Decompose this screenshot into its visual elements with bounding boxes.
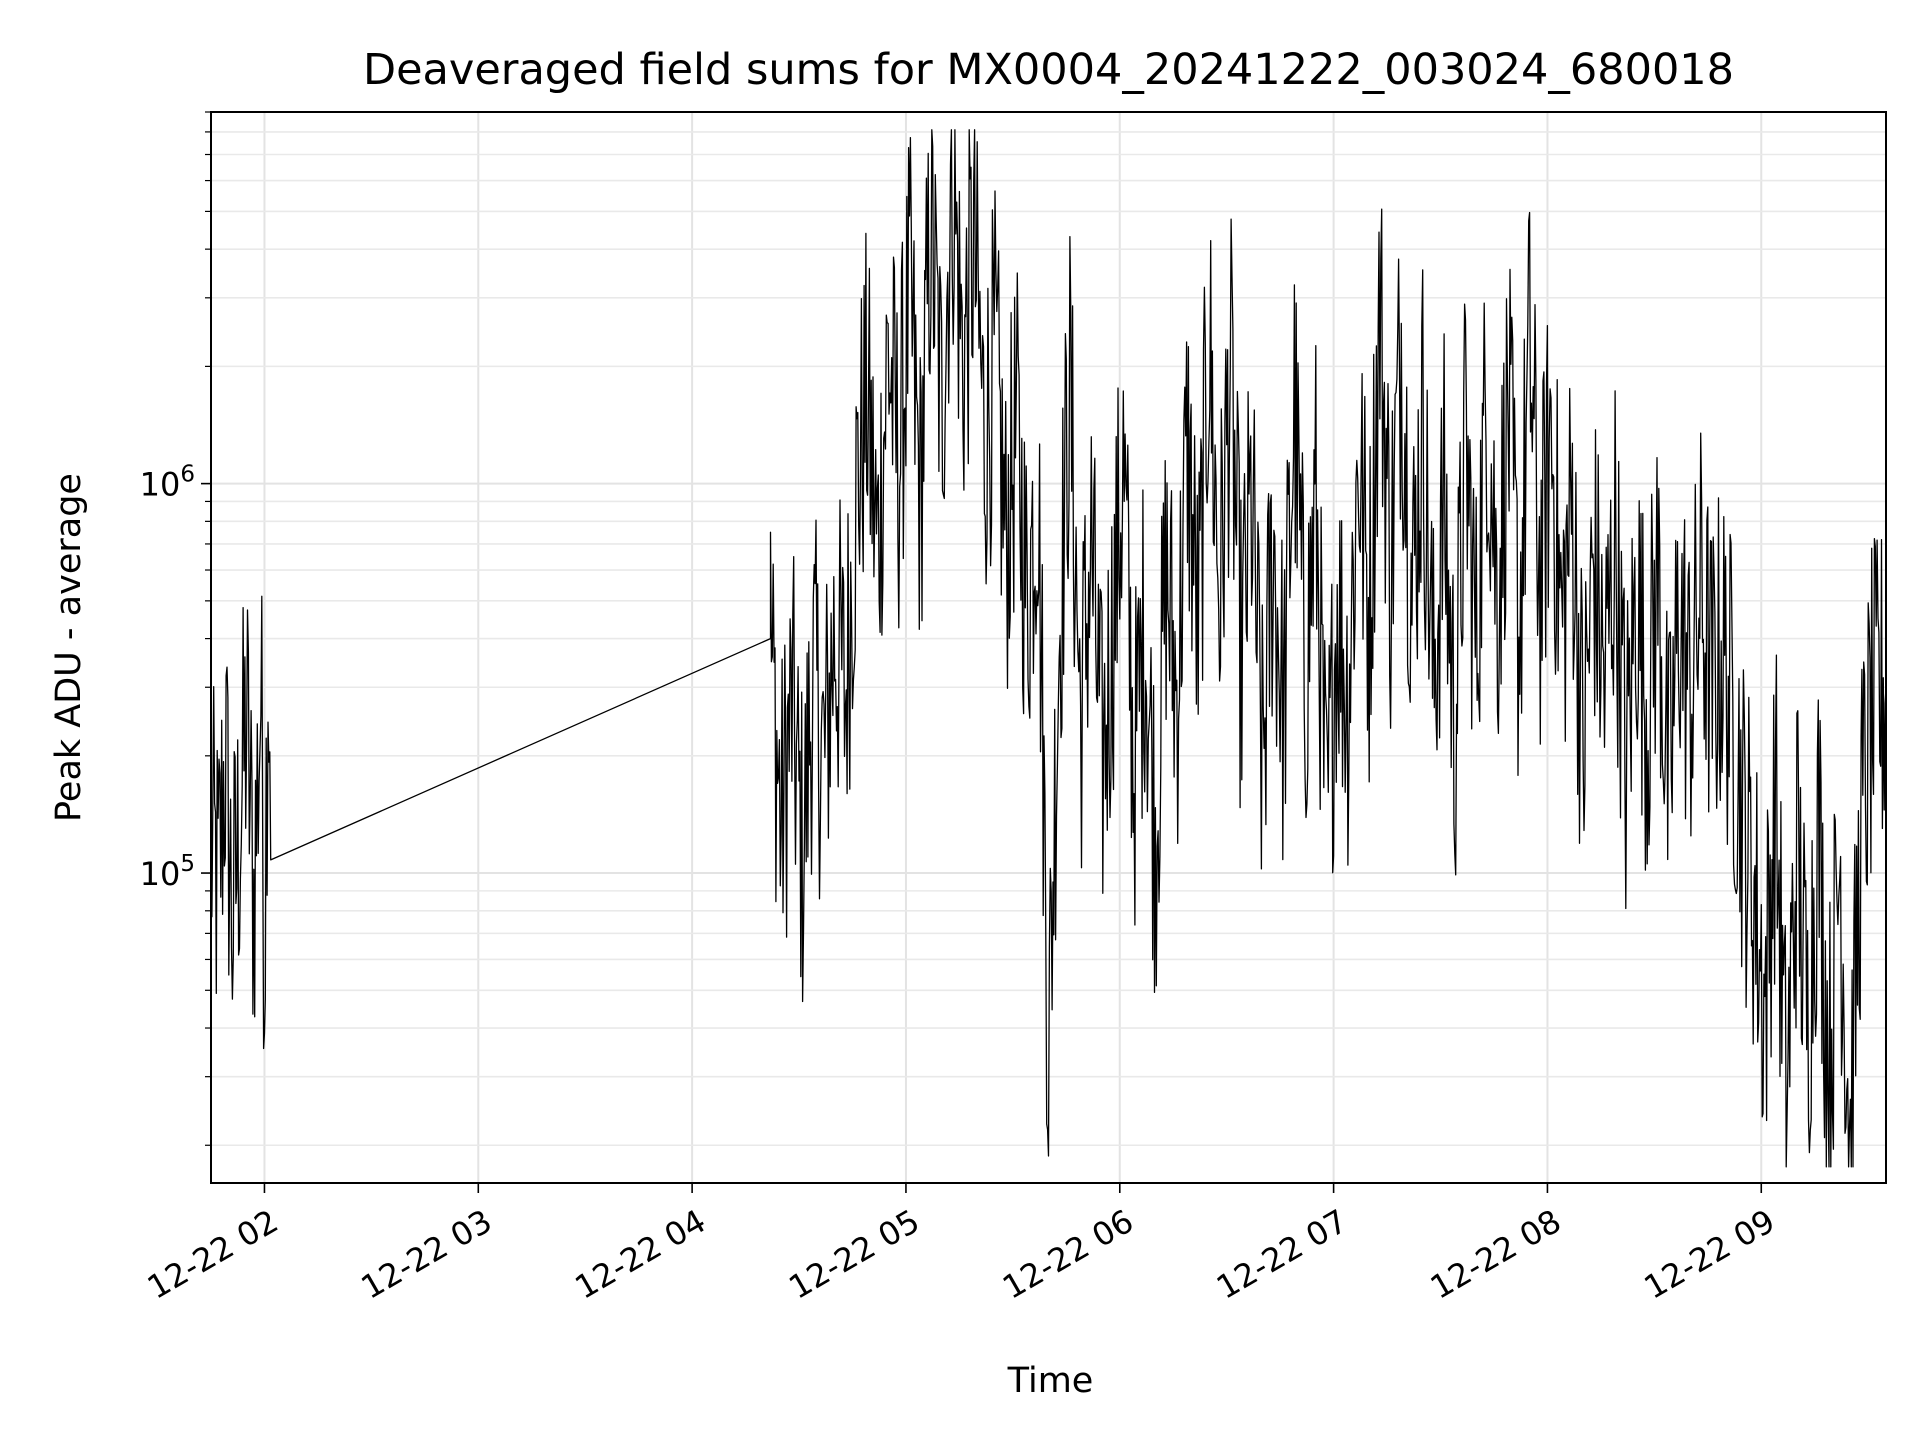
y-tick-label: 106	[140, 462, 195, 504]
x-tick-label: 12-22 08	[1424, 1202, 1568, 1307]
x-tick-label: 12-22 09	[1638, 1202, 1782, 1307]
series-layer	[210, 129, 1887, 1168]
x-axis-label: Time	[1007, 1361, 1094, 1401]
y-axis-label: Peak ADU - average	[49, 473, 89, 822]
y-tick-label: 105	[140, 851, 195, 893]
x-tick-label: 12-22 07	[1210, 1202, 1354, 1307]
x-tick-label: 12-22 05	[782, 1202, 926, 1307]
plot-frame	[210, 111, 1887, 1184]
chart-title: Deaveraged field sums for MX0004_2024122…	[363, 45, 1734, 95]
x-tick-label: 12-22 06	[996, 1202, 1140, 1307]
x-tick-label: 12-22 04	[569, 1202, 713, 1307]
x-tick-label: 12-22 03	[355, 1202, 499, 1307]
grid-lines	[211, 111, 1886, 1183]
series-line	[210, 129, 1887, 1168]
x-tick-label: 12-22 02	[141, 1202, 285, 1307]
